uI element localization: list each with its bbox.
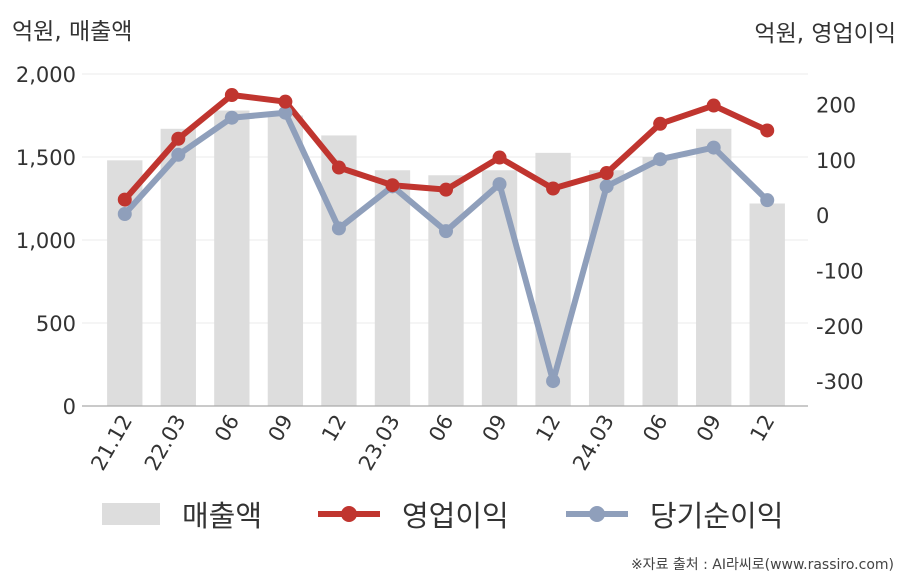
legend-swatch-operating-profit — [318, 503, 380, 525]
bar-sales — [214, 110, 250, 407]
bar-sales — [696, 128, 732, 406]
point-net-income — [224, 110, 239, 125]
point-operating-profit — [492, 150, 507, 165]
point-operating-profit — [599, 166, 614, 181]
legend-item-sales: 매출액 — [102, 492, 262, 536]
x-tick-label: 09 — [692, 411, 726, 446]
left-tick-label: 0 — [63, 395, 76, 419]
legend: 매출액 영업이익 당기순이익 — [0, 492, 908, 536]
bar-sales — [588, 170, 625, 406]
point-net-income — [171, 147, 186, 162]
source-note: ※자료 출처 : AI라씨로(www.rassiro.com) — [630, 557, 894, 573]
x-tick-label: 21.12 — [86, 411, 137, 475]
plot-area: 0 500 1,000 1,500 2,000 -300 -200 -100 0 100 200 21… — [16, 63, 864, 475]
x-tick-label: 24.03 — [568, 411, 619, 475]
bar-sales — [481, 170, 518, 406]
legend-swatch-net-income — [566, 503, 628, 525]
point-operating-profit — [385, 178, 400, 193]
legend-label-net-income: 당기순이익 — [650, 499, 784, 533]
point-net-income — [760, 193, 775, 208]
point-net-income — [546, 374, 561, 389]
x-tick-label: 09 — [264, 411, 298, 446]
point-operating-profit — [546, 181, 561, 196]
left-tick-label: 2,000 — [16, 63, 76, 87]
x-tick-label: 12 — [745, 411, 779, 446]
point-operating-profit — [278, 94, 293, 109]
legend-item-operating-profit: 영업이익 — [318, 492, 509, 536]
right-tick-label: 100 — [816, 149, 856, 173]
bar-sales — [642, 157, 678, 406]
x-tick-label: 12 — [531, 411, 565, 446]
legend-label-sales: 매출액 — [182, 499, 263, 533]
right-tick-label: 200 — [816, 93, 856, 117]
point-net-income — [599, 179, 614, 194]
legend-swatch-sales — [102, 503, 160, 525]
right-tick-label: -200 — [816, 315, 864, 339]
left-tick-label: 500 — [36, 312, 76, 336]
point-net-income — [653, 152, 668, 167]
bar-sales — [749, 203, 785, 406]
bar-sales — [267, 115, 304, 406]
x-tick-label: 23.03 — [354, 411, 405, 475]
point-operating-profit — [171, 131, 186, 146]
x-tick-label: 06 — [210, 411, 244, 446]
bar-sales — [374, 170, 411, 406]
legend-item-net-income: 당기순이익 — [566, 492, 783, 536]
right-axis-unit-label: 억원, 영업이익 — [754, 21, 896, 47]
right-tick-label: -300 — [816, 370, 864, 394]
point-operating-profit — [706, 98, 721, 113]
x-tick-label: 12 — [317, 411, 351, 446]
point-operating-profit — [439, 182, 453, 197]
point-operating-profit — [117, 192, 132, 207]
point-operating-profit — [760, 123, 775, 138]
right-tick-label: 0 — [816, 204, 829, 228]
point-net-income — [117, 206, 132, 221]
left-tick-label: 1,500 — [16, 146, 76, 170]
point-operating-profit — [331, 160, 346, 175]
point-operating-profit — [224, 88, 239, 103]
point-net-income — [278, 105, 293, 120]
point-net-income — [706, 140, 721, 155]
left-axis-unit-label: 억원, 매출액 — [12, 19, 133, 45]
x-tick-label: 09 — [478, 411, 512, 446]
point-net-income — [439, 224, 453, 239]
x-tick-label: 06 — [638, 411, 672, 446]
point-operating-profit — [653, 116, 668, 131]
bar-sales — [321, 135, 357, 407]
left-tick-label: 1,000 — [16, 229, 76, 253]
bar-sales — [428, 175, 464, 406]
legend-label-operating-profit: 영업이익 — [402, 499, 509, 533]
point-net-income — [492, 177, 507, 192]
bar-sales — [160, 128, 196, 406]
right-tick-label: -100 — [816, 259, 864, 283]
x-tick-label: 22.03 — [140, 411, 191, 475]
point-net-income — [331, 221, 346, 236]
x-tick-label: 06 — [424, 411, 458, 446]
